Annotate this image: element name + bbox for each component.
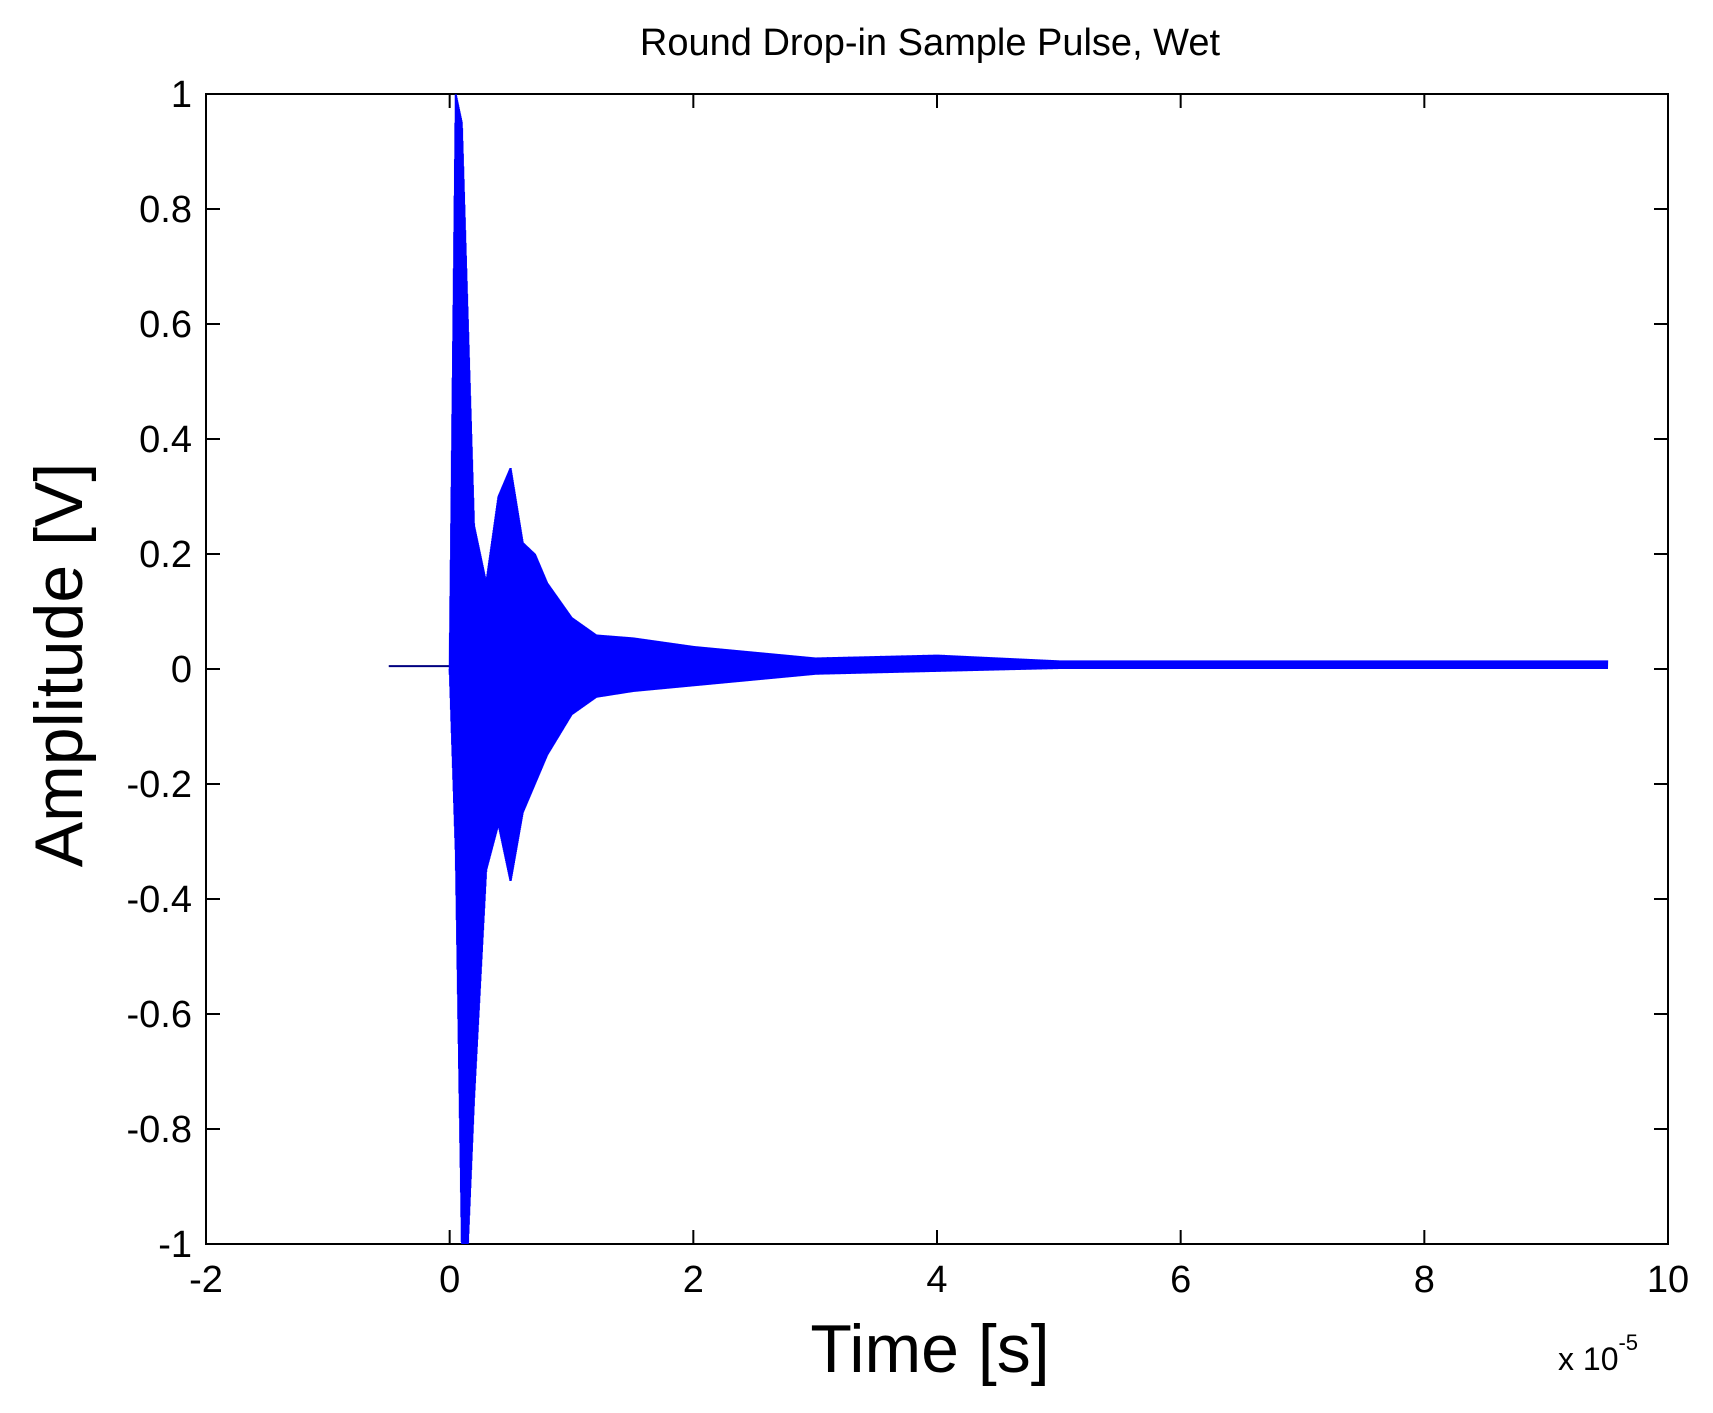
x-axis-label: Time [s] (810, 1311, 1049, 1387)
chart-title: Round Drop-in Sample Pulse, Wet (640, 22, 1221, 64)
y-tick-label: -0.6 (127, 994, 192, 1036)
y-tick-label: -1 (158, 1224, 192, 1266)
x-axis-exponent-power: -5 (1618, 1330, 1638, 1355)
y-tick-label: 0.8 (139, 189, 192, 231)
x-tick-label: -2 (189, 1259, 223, 1301)
x-tick-label: 4 (926, 1259, 947, 1301)
x-tick-label: 8 (1414, 1259, 1435, 1301)
y-tick-label: -0.8 (127, 1109, 192, 1151)
y-tick-label: 0.4 (139, 419, 192, 461)
pulse-waveform (448, 94, 1609, 1245)
x-tick-label: 6 (1170, 1259, 1191, 1301)
y-tick-label: 0.6 (139, 304, 192, 346)
x-axis-exponent-base: x 10 (1558, 1341, 1618, 1377)
x-axis-exponent: x 10-5 (1558, 1330, 1638, 1377)
y-tick-label: 0.2 (139, 534, 192, 576)
y-tick-label: 1 (171, 74, 192, 116)
y-tick-label: 0 (171, 649, 192, 691)
y-tick-label: -0.4 (127, 879, 192, 921)
plot-area (205, 93, 1669, 1245)
x-tick-label: 0 (439, 1259, 460, 1301)
x-tick-label: 2 (683, 1259, 704, 1301)
axis-ticks: -2 0 2 4 6 8 10 -1 -0.8 -0.6 -0.4 -0.2 0 0.2 0.4 0.6 0.8… (127, 74, 1690, 1301)
x-tick-label: 10 (1647, 1259, 1689, 1301)
y-axis-label: Amplitude [V] (21, 463, 97, 867)
y-tick-label: -0.2 (127, 764, 192, 806)
